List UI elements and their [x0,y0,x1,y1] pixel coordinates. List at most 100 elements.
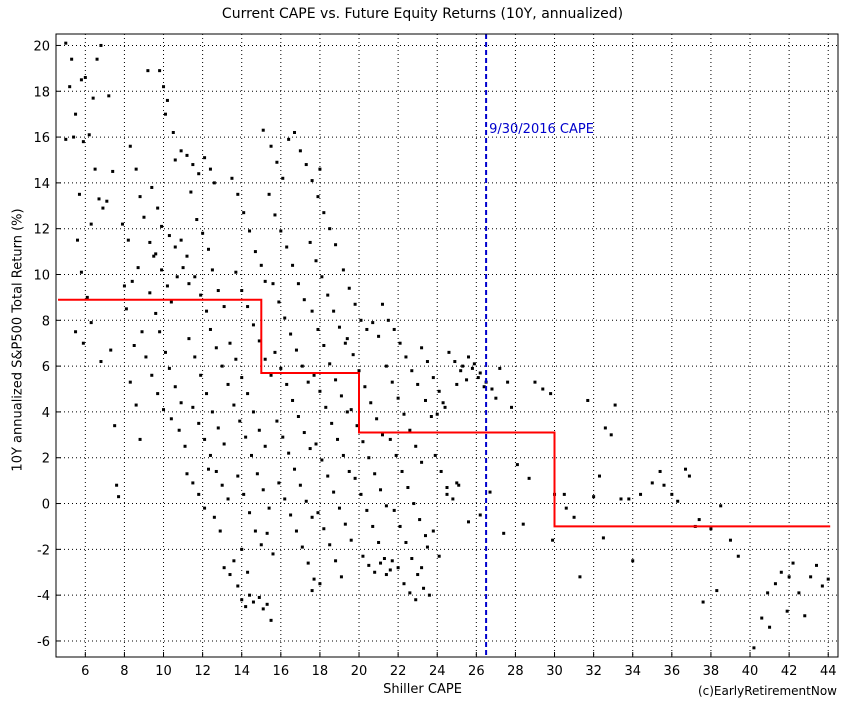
data-point [498,366,502,370]
data-point [715,589,719,593]
y-tick-label: 14 [33,177,50,192]
x-tick-label: 22 [390,664,407,679]
data-point [701,600,705,604]
data-point [687,474,691,478]
x-tick-label: 16 [273,664,290,679]
data-point [251,600,255,604]
data-point [81,341,85,345]
data-point [766,591,770,595]
data-point [619,497,623,501]
data-point [306,380,310,384]
data-point [388,568,392,572]
data-point [601,536,605,540]
data-point [281,435,285,439]
x-tick-label: 32 [585,664,602,679]
data-point [169,417,173,421]
data-point [148,291,152,295]
data-point [510,405,514,409]
data-point [230,176,234,180]
data-point [294,529,298,533]
plot-area [56,34,838,657]
x-tick-label: 44 [820,664,837,679]
data-point [91,96,95,100]
data-point [425,360,429,364]
x-axis-label: Shiller CAPE [383,682,462,697]
data-point [420,566,424,570]
data-point [294,348,298,352]
data-point [244,435,248,439]
data-point [248,593,252,597]
data-point [79,78,83,82]
data-point [208,167,212,171]
data-point [185,153,189,157]
data-point [70,57,74,61]
data-point [95,57,99,61]
data-point [240,289,244,293]
data-point [658,469,662,473]
data-point [120,222,124,226]
data-point [259,263,263,267]
data-point [394,453,398,457]
data-point [373,472,377,476]
data-point [167,366,171,370]
data-point [820,584,824,588]
data-point [232,559,236,563]
data-point [363,385,367,389]
data-point [240,376,244,380]
data-point [238,419,242,423]
data-point [482,385,486,389]
data-point [502,531,506,535]
x-tick-label: 42 [781,664,798,679]
data-point [81,140,85,144]
data-point [273,213,277,217]
data-point [533,380,537,384]
data-point [423,398,427,402]
data-point [203,156,207,160]
data-point [400,469,404,473]
data-point [404,355,408,359]
data-point [320,275,324,279]
data-point [398,341,402,345]
data-point [343,341,347,345]
x-tick-label: 14 [233,664,250,679]
y-tick-label: -4 [37,589,50,604]
data-point [77,192,81,196]
data-point [89,222,93,226]
data-point [253,529,257,533]
data-point [427,593,431,597]
data-point [347,469,351,473]
y-tick-label: 20 [33,39,50,54]
data-point [240,598,244,602]
data-point [244,605,248,609]
data-point [199,373,203,377]
data-point [187,337,191,341]
data-point [437,389,441,393]
data-point [429,415,433,419]
data-point [814,563,818,567]
data-point [111,169,115,173]
data-point [291,398,295,402]
data-point [353,302,357,306]
data-point [261,488,265,492]
data-point [203,437,207,441]
data-point [445,486,449,490]
data-point [126,238,130,242]
data-point [367,563,371,567]
data-point [339,575,343,579]
data-point [380,433,384,437]
data-point [83,76,87,80]
data-point [234,270,238,274]
data-point [214,469,218,473]
data-point [402,412,406,416]
data-point [396,566,400,570]
data-point [275,160,279,164]
y-tick-label: 18 [33,85,50,100]
data-point [334,559,338,563]
data-points [64,41,830,650]
data-point [107,94,111,98]
data-point [326,293,330,297]
data-point [392,327,396,331]
x-tick-label: 34 [624,664,641,679]
data-point [697,518,701,522]
